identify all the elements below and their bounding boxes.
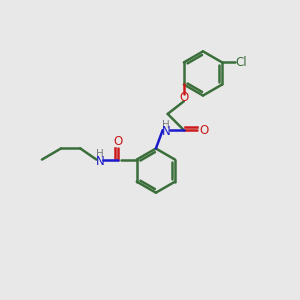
Text: O: O (179, 91, 188, 104)
Text: N: N (162, 125, 171, 138)
Text: Cl: Cl (236, 56, 247, 69)
Text: O: O (200, 124, 209, 136)
Text: N: N (96, 154, 105, 167)
Text: H: H (162, 120, 170, 130)
Text: H: H (96, 149, 104, 159)
Text: O: O (113, 135, 122, 148)
